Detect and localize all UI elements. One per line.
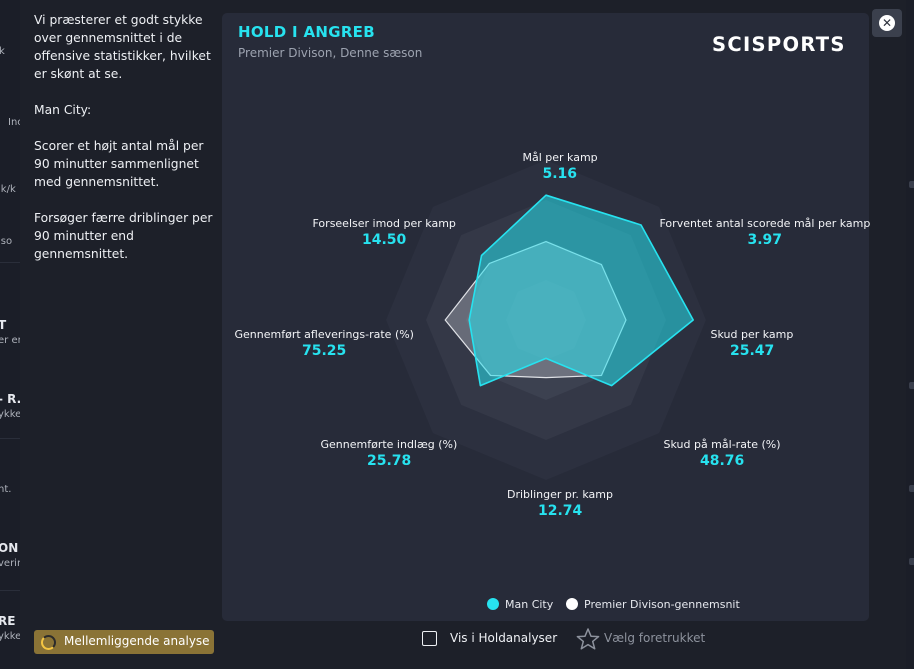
background-text: RE <box>0 614 16 628</box>
background-text: iso <box>0 236 13 247</box>
radar-axis-label: Skud per kamp <box>710 328 794 341</box>
radar-axis-label: Driblinger pr. kamp <box>507 488 613 501</box>
background-screen-right <box>906 0 914 669</box>
summary-paragraph: Vi præsterer et godt stykke over gennems… <box>34 13 211 81</box>
radar-axis-label: Forventet antal scorede mål per kamp <box>659 217 871 230</box>
summary-paragraph: Man City: <box>34 103 92 117</box>
background-text: - R. <box>0 392 20 406</box>
background-screen: k Inc lk/k iso T er en - R. ykke nt. ON … <box>0 0 20 669</box>
series-man-city-area <box>468 194 695 387</box>
favorite-label: Vælg foretrukket <box>604 631 706 645</box>
background-text: ykke <box>0 409 20 420</box>
radar-axis-label: Forseelser imod per kamp <box>312 217 456 230</box>
analysis-button-label: Mellemliggende analyse <box>64 634 210 648</box>
background-text: T <box>0 318 7 332</box>
background-text: Inc <box>8 117 20 128</box>
radar-axis-value: 48.76 <box>700 453 745 469</box>
legend-item-average: Premier Divison-gennemsnit <box>566 598 740 611</box>
radar-axis-value: 25.47 <box>730 343 775 359</box>
background-text: k <box>0 46 5 57</box>
radar-axis-value: 14.50 <box>362 232 407 248</box>
analysis-summary: Vi præsterer et godt stykke over gennems… <box>34 11 220 281</box>
radar-axis-label: Skud på mål-rate (%) <box>663 438 781 451</box>
intermediate-analysis-button[interactable]: Mellemliggende analyse <box>34 630 214 654</box>
legend-label: Man City <box>505 598 554 611</box>
card-subtitle: Premier Divison, Denne sæson <box>238 46 423 60</box>
star-icon <box>576 628 600 650</box>
scisports-logo: SCISPORTS <box>712 33 846 56</box>
choose-favorite-button[interactable]: Vælg foretrukket <box>576 628 705 653</box>
radar-axis-value: 3.97 <box>747 232 783 248</box>
legend-label: Premier Divison-gennemsnit <box>584 598 740 611</box>
legend-item-man-city: Man City <box>487 598 553 611</box>
radar-axis-value: 75.25 <box>302 343 347 359</box>
checkbox[interactable] <box>422 631 437 646</box>
close-icon: ✕ <box>879 15 895 31</box>
background-text: vering <box>0 558 20 569</box>
radar-axis-value: 5.16 <box>542 166 578 182</box>
radar-axis-label: Gennemført afleverings-rate (%) <box>234 328 414 341</box>
close-button[interactable]: ✕ <box>872 9 902 37</box>
background-text: er en <box>0 335 20 346</box>
background-text: ON <box>0 541 19 555</box>
progress-ring-icon <box>41 635 56 650</box>
background-text: ykke <box>0 631 20 642</box>
card-title: HOLD I ANGREB <box>238 23 375 41</box>
radar-axis-value: 25.78 <box>367 453 412 469</box>
background-text: lk/k <box>0 184 16 195</box>
radar-axis-label: Mål per kamp <box>522 151 598 164</box>
legend-dot <box>487 598 499 610</box>
checkbox-label: Vis i Holdanalyser <box>450 631 558 645</box>
radar-axis-label: Gennemførte indlæg (%) <box>320 438 458 451</box>
summary-paragraph: Scorer et højt antal mål per 90 minutter… <box>34 139 204 189</box>
legend-dot <box>566 598 578 610</box>
summary-paragraph: Forsøger færre driblinger per 90 minutte… <box>34 211 213 261</box>
background-text: nt. <box>0 484 12 495</box>
radar-axis-value: 12.74 <box>538 503 583 519</box>
